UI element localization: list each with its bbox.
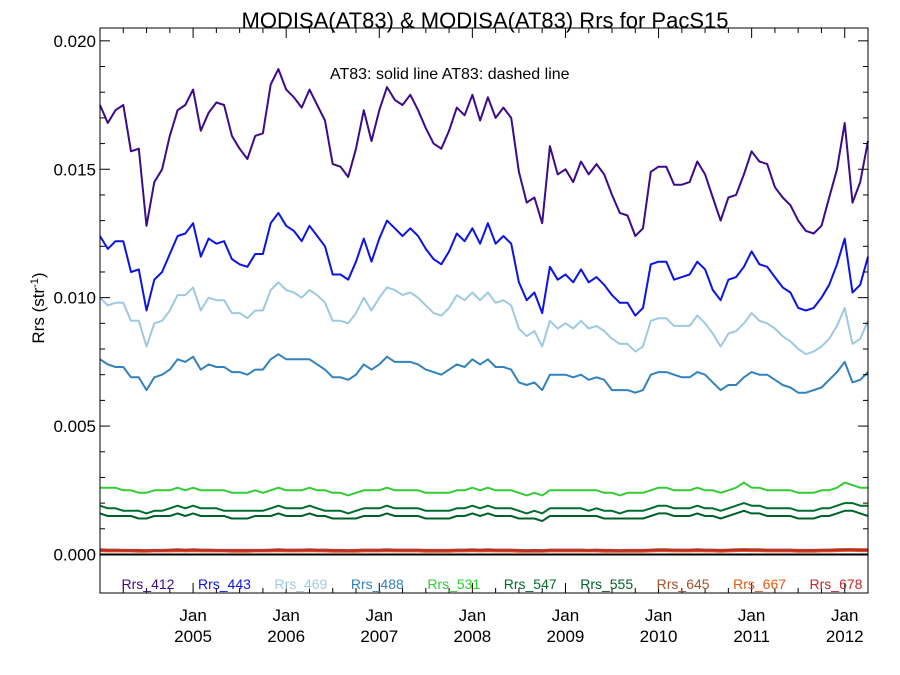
x-tick-month-label: Jan (179, 606, 206, 625)
legend-label-rrs-412: Rrs_412 (122, 576, 175, 592)
y-tick-label: 0.015 (53, 160, 96, 179)
legend-label-rrs-469: Rrs_469 (274, 576, 327, 592)
x-tick-month-label: Jan (738, 606, 765, 625)
x-tick-year-label: 2008 (453, 627, 491, 646)
y-tick-label: 0.005 (53, 417, 96, 436)
series-line-rrs-488 (99, 353, 869, 394)
x-tick-month-label: Jan (272, 606, 299, 625)
x-tick-year-label: 2012 (826, 627, 864, 646)
line-style-annotation: AT83: solid line AT83: dashed line (330, 66, 570, 83)
legend-label-rrs-547: Rrs_547 (504, 576, 557, 592)
y-axis-label-main: Rrs (str (29, 288, 48, 344)
series-line-rrs-412 (99, 68, 869, 237)
axes-layer: 0.000 0.005 0.010 0.015 0.020 Jan 2005 Jan 2006 J… (53, 28, 869, 646)
x-tick-month-label: Jan (645, 606, 672, 625)
legend: Rrs_412 Rrs_443 Rrs_469 Rrs_488 Rrs_531 Rrs_5… (122, 576, 863, 592)
x-tick-month-label: Jan (552, 606, 579, 625)
x-tick-year-label: 2009 (547, 627, 585, 646)
x-tick-year-label: 2007 (360, 627, 398, 646)
x-tick-year-label: 2005 (174, 627, 212, 646)
legend-label-rrs-488: Rrs_488 (351, 576, 404, 592)
y-tick-label: 0.020 (53, 32, 96, 51)
y-axis-label-superscript: -1 (29, 278, 41, 288)
series-line-rrs-443 (99, 211, 869, 317)
legend-label-rrs-531: Rrs_531 (427, 576, 480, 592)
series-line-rrs-547 (99, 502, 868, 515)
plot-frame (99, 27, 869, 594)
chart-title: MODISA(AT83) & MODISA(AT83) Rrs for PacS… (242, 8, 729, 33)
legend-label-rrs-667: Rrs_667 (733, 576, 786, 592)
legend-label-rrs-443: Rrs_443 (198, 576, 251, 592)
x-tick-month-label: Jan (366, 606, 393, 625)
series-line-rrs-678 (99, 548, 868, 552)
x-tick-year-label: 2006 (267, 627, 305, 646)
legend-label-rrs-555: Rrs_555 (580, 576, 633, 592)
y-tick-label: 0.010 (53, 289, 96, 308)
legend-label-rrs-645: Rrs_645 (657, 576, 710, 592)
series-layer (99, 68, 869, 553)
y-axis-label-end: ) (29, 272, 48, 278)
series-line-rrs-555 (99, 509, 869, 523)
legend-label-rrs-678: Rrs_678 (810, 576, 863, 592)
y-axis-label: Rrs (str-1) (29, 272, 48, 343)
x-tick-month-label: Jan (831, 606, 858, 625)
series-line-rrs-469 (99, 281, 869, 356)
x-tick-year-label: 2010 (640, 627, 678, 646)
x-tick-month-label: Jan (459, 606, 486, 625)
series-line-rrs-531 (100, 481, 868, 497)
x-tick-year-label: 2011 (733, 627, 770, 646)
y-tick-label: 0.000 (53, 545, 96, 564)
